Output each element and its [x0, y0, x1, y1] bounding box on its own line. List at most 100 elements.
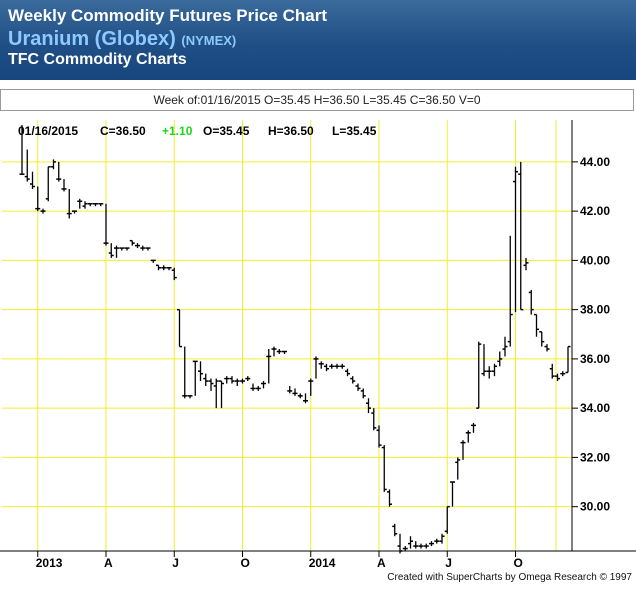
ohlc-bar	[345, 368, 350, 377]
page-subtitle: TFC Commodity Charts	[8, 51, 187, 68]
quote-low: L=35.45	[332, 124, 377, 138]
ohlc-bar	[534, 313, 539, 337]
ohlc-bar	[507, 235, 513, 347]
ohlc-bar	[30, 171, 35, 189]
price-axis-ticks: 30.00 32.00 34.00 36.00 38.00 40.00 42.00 44.00	[572, 155, 610, 514]
ohlc-bar	[471, 422, 476, 433]
ohlc-bar	[376, 425, 382, 448]
quote-open: O=35.45	[203, 124, 250, 138]
ohlc-bar	[518, 161, 524, 311]
ohlc-bar	[108, 243, 114, 258]
ohlc-bar	[355, 383, 361, 391]
ohlc-bar	[145, 247, 151, 251]
ohlc-bar	[129, 239, 135, 246]
ohlc-bar	[387, 489, 392, 507]
ohlc-bar	[339, 363, 345, 369]
ohlc-bar	[439, 533, 445, 544]
ohlc-bar	[450, 481, 455, 507]
ohlc-bar	[497, 351, 503, 367]
ohlc-bar	[208, 378, 214, 391]
ohlc-bar	[313, 356, 319, 379]
price-tick-label: 30.00	[580, 500, 610, 514]
ohlc-bar	[66, 188, 72, 219]
time-tick-label: 2014	[309, 556, 336, 570]
ohlc-bar	[140, 245, 146, 251]
ohlc-bar	[171, 267, 177, 281]
time-tick-label: J	[445, 556, 452, 570]
price-tick-label: 36.00	[580, 352, 610, 366]
ohlc-bar	[93, 202, 98, 207]
quote-high: H=36.50	[268, 124, 314, 138]
ohlc-bar	[329, 363, 335, 369]
ohlc-bar	[371, 408, 377, 431]
time-tick-label: O	[241, 556, 250, 570]
time-tick-label: J	[172, 556, 179, 570]
ohlc-bar	[150, 259, 156, 263]
quote-date: 01/16/2015	[18, 124, 78, 138]
chart-grid	[2, 120, 572, 551]
ohlc-bar	[460, 440, 466, 460]
ohlc-bar	[87, 202, 93, 207]
ohlc-bar	[156, 264, 161, 271]
ohlc-bar	[213, 378, 219, 409]
ohlc-bar	[392, 523, 398, 537]
ohlc-bar	[560, 371, 566, 377]
ohlc-bar	[271, 346, 277, 357]
ohlc-bar	[45, 166, 51, 202]
ohlc-bar	[539, 331, 545, 347]
ohlc-bar	[182, 346, 188, 399]
ohlc-bar	[418, 543, 424, 549]
ohlc-bar	[360, 388, 366, 399]
ohlc-bar	[40, 208, 46, 214]
ohlc-bar	[187, 395, 193, 399]
ohlc-bar	[219, 380, 224, 409]
time-axis-ticks: 2013 A J O 2014 A J O	[36, 551, 523, 570]
ohlc-bar	[502, 336, 508, 357]
ohlc-bar	[397, 533, 403, 554]
price-tick-label: 40.00	[580, 253, 610, 267]
ohlc-bar	[544, 344, 550, 352]
page-title: Weekly Commodity Futures Price Chart	[8, 6, 327, 25]
ohlc-bar	[455, 457, 461, 480]
ohlc-bar	[492, 363, 497, 377]
chart-header: Weekly Commodity Futures Price Chart Ura…	[0, 0, 636, 80]
ohlc-bar	[266, 349, 272, 384]
ohlc-bar	[203, 373, 209, 386]
ohlc-bar	[308, 378, 314, 396]
week-summary-bar: Week of:01/16/2015 O=35.45 H=36.50 L=35.…	[0, 89, 634, 111]
ohlc-bar	[72, 210, 77, 214]
ohlc-bar	[250, 383, 256, 391]
ohlc-bar	[56, 161, 62, 182]
ohlc-bar	[465, 430, 471, 443]
quote-close: C=36.50	[100, 124, 146, 138]
contract-name: Uranium (Globex) (NYMEX)	[8, 28, 236, 51]
ohlc-bar	[318, 361, 324, 369]
ohlc-bar	[103, 203, 109, 246]
ohlc-bar	[434, 538, 440, 544]
ohlc-bar	[135, 243, 140, 249]
quote-change: +1.10	[162, 124, 193, 138]
ohlc-bar	[224, 376, 230, 384]
ohlc-bar	[565, 345, 571, 374]
ohlc-bar	[528, 289, 534, 315]
ohlc-bar	[255, 385, 261, 391]
ohlc-bar	[423, 543, 429, 549]
ohlc-bar	[198, 361, 203, 382]
ohlc-bar	[161, 265, 167, 271]
ohlc-bar	[486, 366, 492, 379]
ohlc-bar	[261, 381, 266, 389]
ohlc-bar	[98, 202, 104, 207]
ohlc-bar	[334, 363, 340, 369]
price-tick-label: 38.00	[580, 303, 610, 317]
exchange-label: (NYMEX)	[181, 33, 237, 48]
ohlc-bar	[429, 541, 434, 547]
price-tick-label: 34.00	[580, 401, 610, 415]
time-tick-label: A	[377, 556, 386, 570]
time-tick-label: A	[104, 556, 113, 570]
ohlc-bar	[287, 385, 293, 394]
price-bars	[19, 124, 571, 554]
ohlc-bar	[444, 505, 450, 534]
ohlc-bar	[234, 378, 240, 386]
ohlc-bar	[282, 350, 287, 354]
ohlc-bar	[292, 388, 298, 396]
